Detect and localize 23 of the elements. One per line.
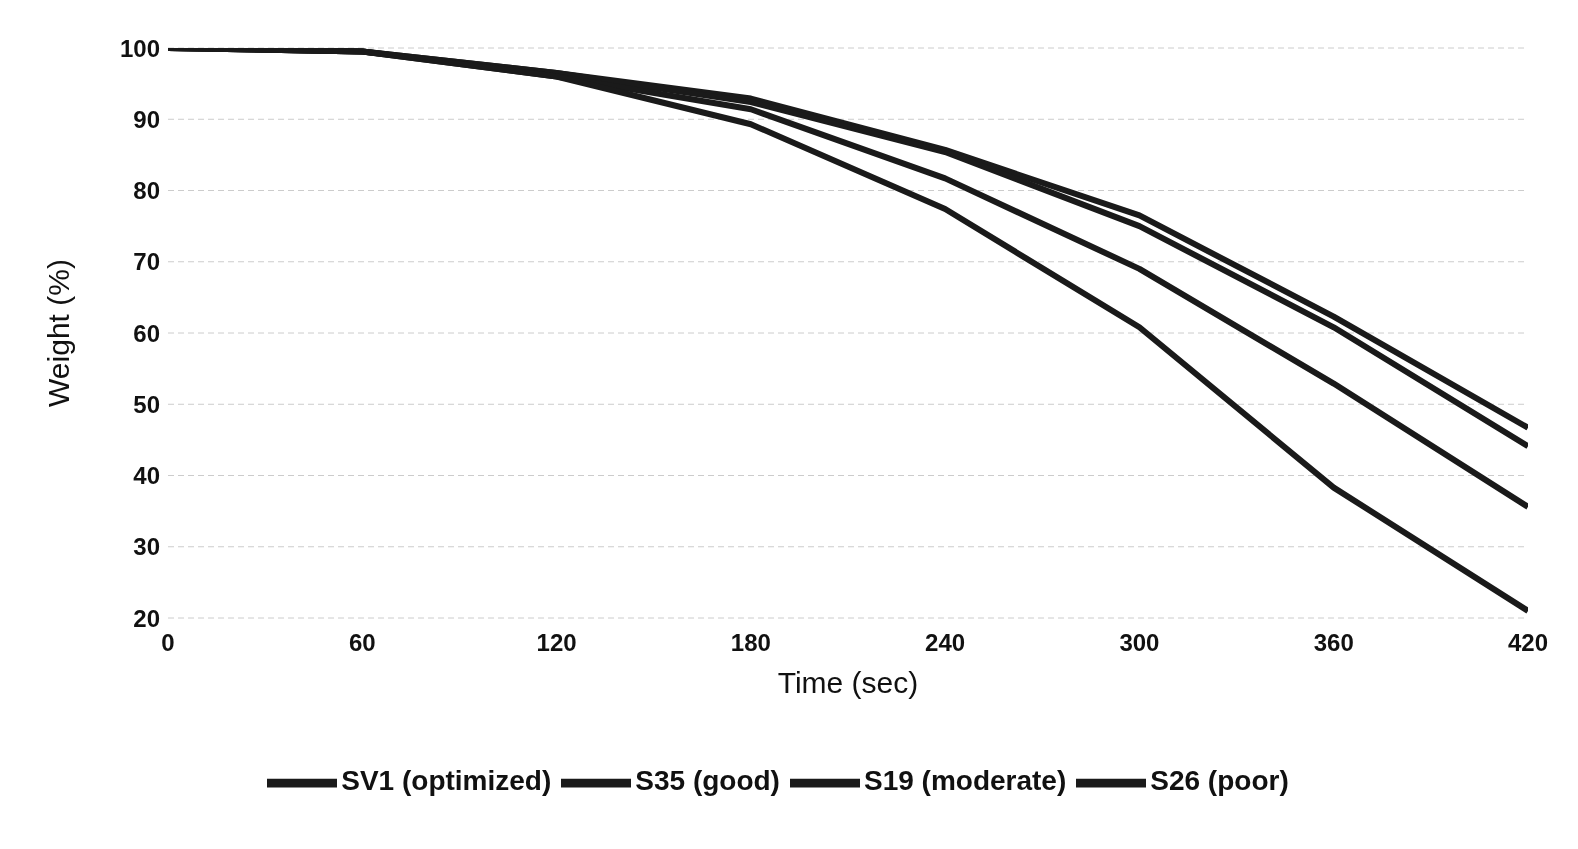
legend-label: SV1 (optimized) [341,765,552,797]
y-tick-label: 60 [133,319,160,347]
y-axis-title: Weight (%) [41,259,75,407]
y-tick-label: 50 [133,390,160,418]
y-tick-label: 40 [133,462,160,490]
x-tick-label: 60 [348,629,376,657]
x-tick-label: 420 [1507,629,1549,657]
x-tick-label: 240 [925,629,966,657]
x-tick-label: 180 [730,629,771,657]
y-tick-label: 80 [133,177,160,205]
y-tick-label: 20 [133,604,160,632]
x-tick-label: 360 [1313,629,1354,657]
legend-label: S26 (poor) [1150,765,1289,797]
y-tick-label: 100 [119,34,160,62]
x-axis-title: Time (sec) [777,666,919,699]
legend-label: S35 (good) [635,765,780,797]
y-tick-label: 90 [133,105,160,133]
legend-label: S19 (moderate) [863,765,1067,797]
y-tick-label: 30 [133,533,160,561]
y-tick-label: 70 [133,248,160,276]
x-tick-label: 120 [536,629,577,657]
x-tick-label: 0 [161,629,175,657]
x-tick-label: 300 [1119,629,1160,657]
